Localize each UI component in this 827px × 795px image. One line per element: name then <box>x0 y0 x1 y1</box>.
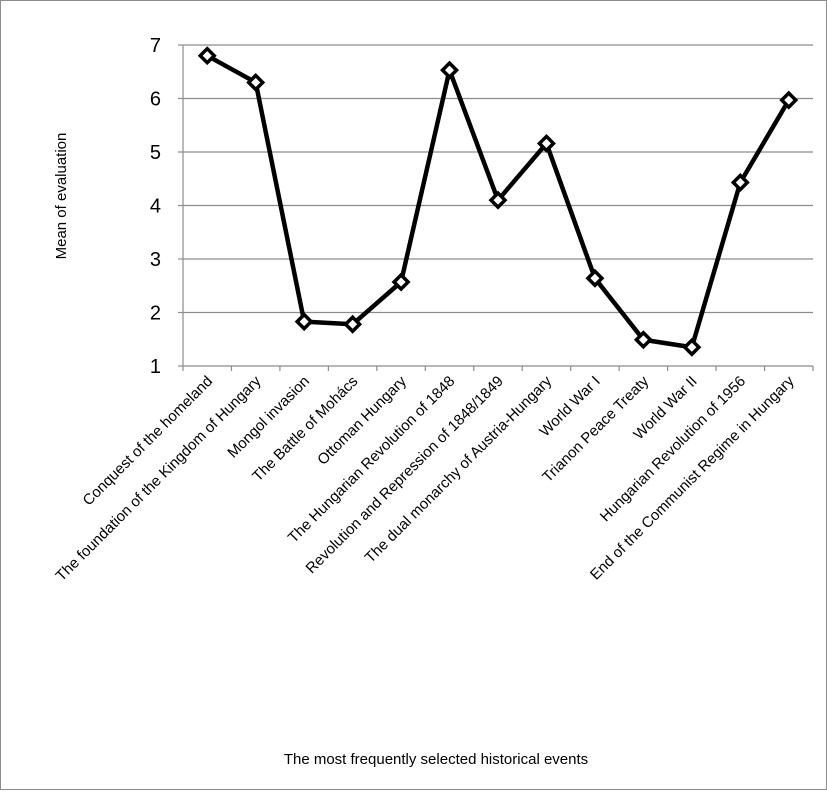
data-point-marker <box>246 72 266 92</box>
axes <box>178 44 814 371</box>
data-point-marker <box>585 268 605 288</box>
y-tick-label: 4 <box>150 196 161 218</box>
y-tick-label: 7 <box>150 35 161 57</box>
data-point-marker <box>779 90 799 110</box>
data-series <box>197 46 799 357</box>
data-point-marker <box>633 330 653 350</box>
data-point-marker <box>536 133 556 153</box>
data-point-marker <box>682 337 702 357</box>
data-point-marker <box>488 190 508 210</box>
y-tick-label: 2 <box>150 303 161 325</box>
data-point-marker <box>343 314 363 334</box>
y-tick-label: 6 <box>150 89 161 111</box>
y-axis-label: Mean of evaluation <box>53 133 70 260</box>
y-tick-label: 5 <box>150 142 161 164</box>
x-axis-label: The most frequently selected historical … <box>284 751 588 768</box>
data-point-marker <box>440 60 460 80</box>
data-point-marker <box>391 272 411 292</box>
y-tick-label: 3 <box>150 249 161 271</box>
y-tick-labels: 1 2 3 4 5 6 7 <box>150 35 161 378</box>
data-point-marker <box>294 312 314 332</box>
data-point-marker <box>730 173 750 192</box>
y-tick-label: 1 <box>150 356 161 378</box>
data-point-marker <box>197 46 217 66</box>
